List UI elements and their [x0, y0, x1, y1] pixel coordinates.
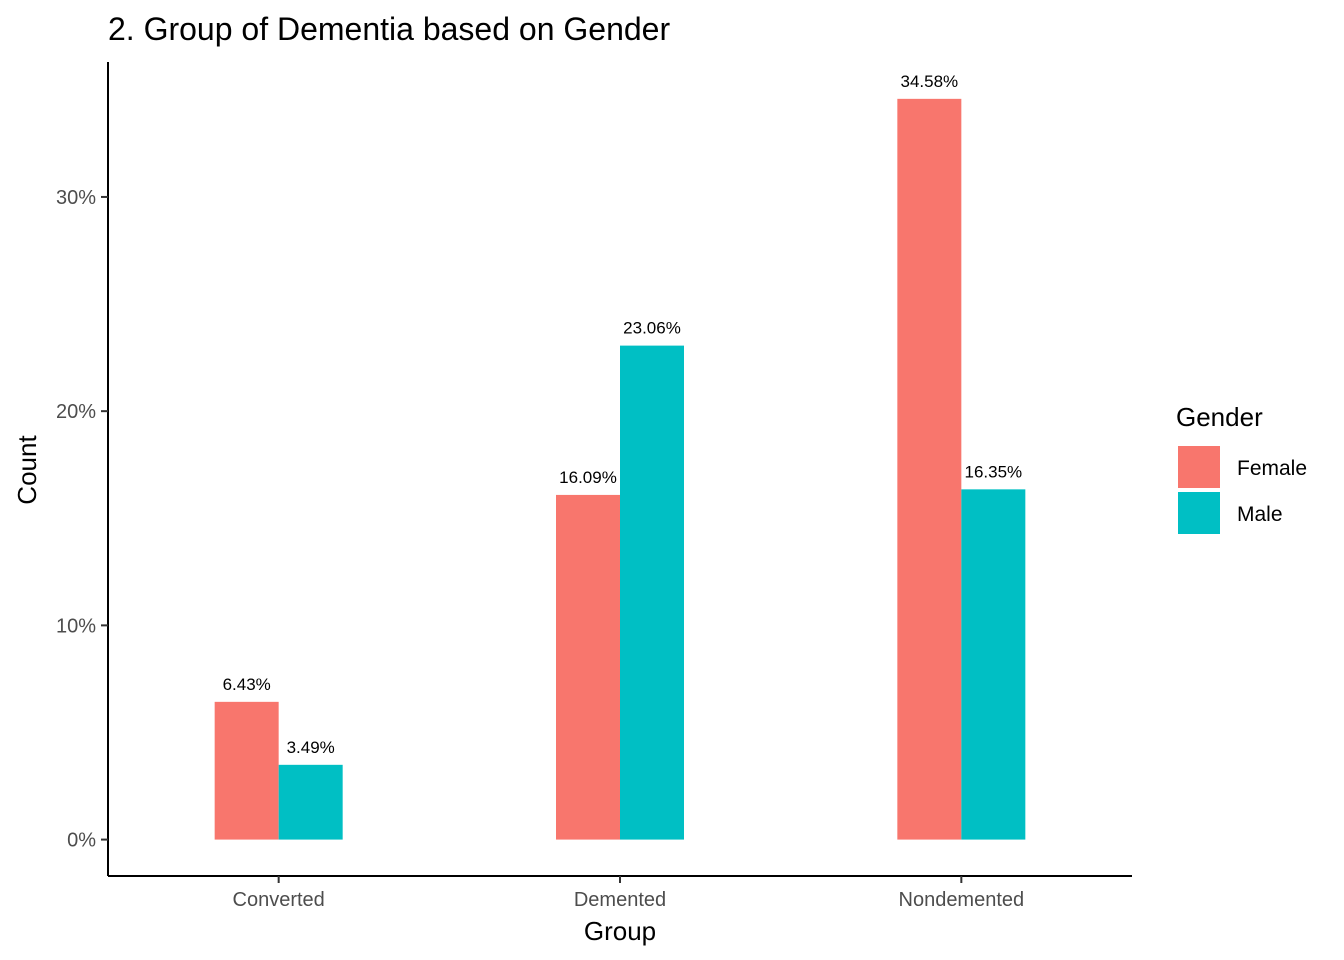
- chart-title: 2. Group of Dementia based on Gender: [108, 11, 670, 47]
- y-tick-label: 30%: [56, 187, 96, 209]
- legend-key-male: [1178, 492, 1220, 534]
- bar-male-nondemented: [961, 489, 1026, 840]
- data-label: 16.09%: [559, 468, 617, 487]
- plot-area: 6.43% 16.09% 34.58% 3.49% 23.06% 16.35%: [214, 72, 1026, 840]
- x-tick-label: Converted: [233, 889, 325, 911]
- legend: Gender Female Male: [1176, 402, 1307, 534]
- data-label: 3.49%: [287, 738, 335, 757]
- data-label: 6.43%: [223, 675, 271, 694]
- legend-key-female: [1178, 446, 1220, 488]
- data-label: 23.06%: [623, 319, 681, 338]
- bar-female-nondemented: [897, 98, 962, 840]
- data-label: 16.35%: [964, 462, 1022, 481]
- bar-male-demented: [620, 345, 684, 840]
- bar-female-converted: [214, 701, 279, 840]
- x-tick-label: Demented: [574, 889, 666, 911]
- bar-male-converted: [278, 764, 343, 840]
- x-tick-label: Nondemented: [899, 889, 1025, 911]
- y-tick-label: 20%: [56, 401, 96, 423]
- legend-label-female: Female: [1237, 457, 1307, 480]
- y-axis-title: Count: [12, 435, 42, 505]
- data-label: 34.58%: [900, 72, 958, 91]
- y-axis-ticks: 0% 10% 20% 30%: [56, 187, 108, 852]
- x-axis-title: Group: [584, 916, 656, 946]
- legend-title: Gender: [1176, 402, 1263, 432]
- y-tick-label: 10%: [56, 615, 96, 637]
- bar-female-demented: [556, 494, 620, 840]
- x-axis-ticks: Converted Demented Nondemented: [233, 876, 1025, 911]
- legend-label-male: Male: [1237, 503, 1283, 526]
- y-tick-label: 0%: [67, 830, 96, 852]
